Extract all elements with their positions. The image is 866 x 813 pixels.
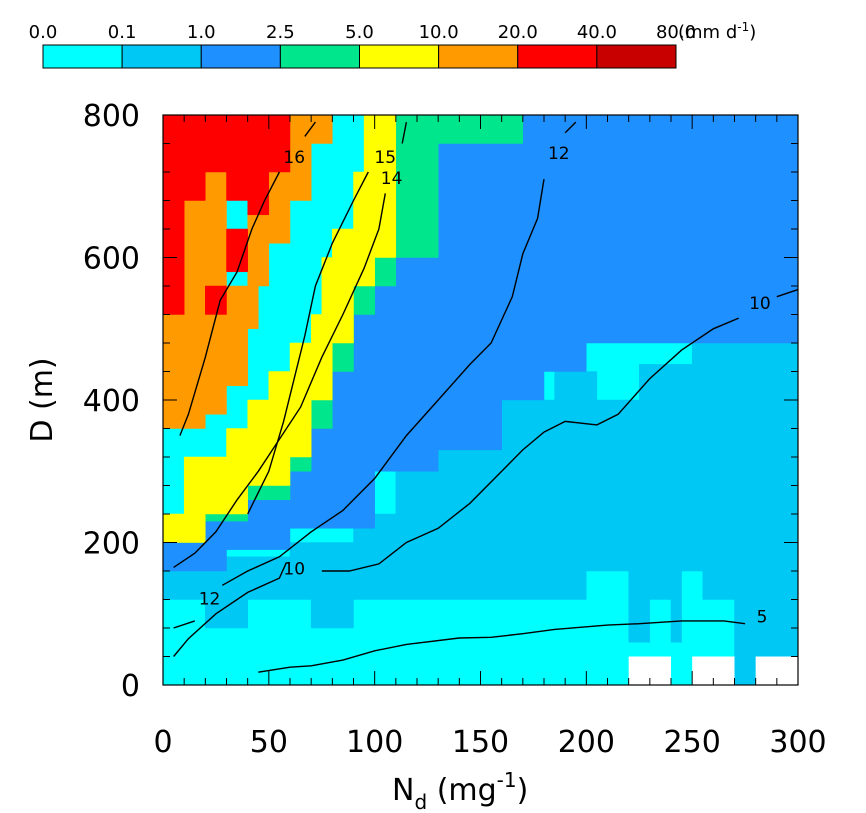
contour-line: [173, 193, 386, 568]
colorbar-unit: (mm d-1): [678, 20, 756, 43]
colorbar-tick-label: 20.0: [498, 22, 538, 43]
colorbar-swatch: [517, 44, 598, 69]
y-tick-label: 800: [83, 99, 140, 134]
contour-label: 10: [283, 560, 305, 580]
contour-line: [321, 317, 739, 572]
colorbar-tick-label: 10.0: [419, 22, 459, 43]
colorbar-tick-label: 80.0: [656, 22, 696, 43]
x-tick-label: 50: [250, 725, 288, 760]
heatmap-region: [226, 228, 248, 273]
colorbar-labels: 0.0 0.1 1.0 2.5 5.0 10.0 20.0 40.0 80.0: [29, 22, 696, 43]
colorbar-tick-label: 0.0: [29, 22, 58, 43]
y-tick-label: 400: [83, 384, 140, 419]
colorbar-tick-label: 1.0: [187, 22, 216, 43]
contour-label: 12: [199, 590, 221, 610]
y-tick-labels: 0 200 400 600 800: [83, 99, 140, 704]
colorbar: [42, 44, 677, 69]
x-tick-label: 100: [346, 725, 403, 760]
x-tick-label: 250: [664, 725, 721, 760]
colorbar-swatch: [596, 44, 677, 69]
heatmap-regions: [162, 114, 799, 686]
y-tick-label: 0: [121, 669, 140, 704]
heatmap-region: [162, 114, 291, 315]
colorbar-swatch: [42, 44, 123, 69]
contour-label: 10: [749, 294, 771, 314]
contour-line: [179, 171, 281, 436]
heatmap-region: [162, 114, 397, 543]
contour-label: 16: [283, 148, 305, 168]
contour-line: [304, 121, 316, 137]
contour-line: [173, 563, 287, 657]
axis-ticks: [162, 114, 799, 686]
colorbar-swatch: [200, 44, 281, 69]
contour-line: [564, 121, 577, 134]
x-tick-labels: 0 50 100 150 200 250 300: [153, 725, 826, 760]
contour-label: 5: [757, 607, 768, 627]
contour-line: [247, 171, 369, 515]
colorbar-swatch: [438, 44, 519, 69]
x-axis-label: Nd (mg-1): [392, 768, 528, 813]
contour-line: [173, 620, 196, 629]
contour-label: 15: [374, 148, 396, 168]
colorbar-tick-label: 5.0: [345, 22, 374, 43]
y-axis-label: D (m): [25, 357, 60, 442]
colorbar-swatch: [121, 44, 202, 69]
contour-line: [401, 121, 408, 144]
contour-label: 14: [381, 169, 403, 189]
x-tick-label: 150: [452, 725, 509, 760]
colorbar-swatch: [279, 44, 360, 69]
contour-line: [776, 288, 799, 298]
x-tick-label: 0: [153, 725, 172, 760]
x-tick-label: 300: [769, 725, 826, 760]
colorbar-tick-label: 40.0: [577, 22, 617, 43]
contour-line: [258, 620, 746, 673]
y-tick-label: 600: [83, 242, 140, 277]
heatmap-region: [205, 285, 227, 315]
x-tick-label: 200: [558, 725, 615, 760]
colorbar-swatch: [359, 44, 440, 69]
colorbar-tick-label: 0.1: [108, 22, 137, 43]
colorbar-tick-label: 2.5: [266, 22, 295, 43]
contour-line: [221, 178, 545, 586]
y-tick-label: 200: [83, 527, 140, 562]
contour-label: 12: [548, 144, 570, 164]
